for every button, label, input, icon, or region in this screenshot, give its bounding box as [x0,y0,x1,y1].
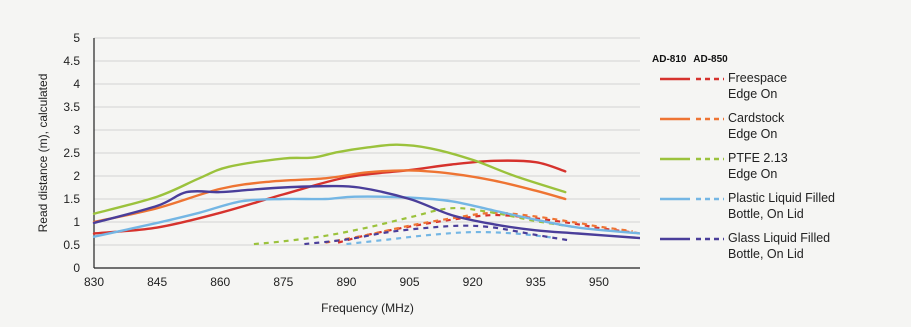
legend-label-line: Edge On [728,127,778,141]
legend-label-line: Cardstock [728,111,785,125]
legend-label-line: Bottle, On Lid [728,247,804,261]
legend-label-line: Edge On [728,87,778,101]
legend-header: AD-810 AD-850 [652,50,907,70]
x-tick-label: 935 [526,275,546,289]
y-tick-label: 2.5 [63,146,80,160]
legend-swatch [660,197,724,201]
y-tick-label: 4 [73,77,80,91]
y-tick-label: 4.5 [63,54,80,68]
legend-label: Cardstock Edge On [728,110,784,142]
x-axis-title: Frequency (MHz) [321,301,414,315]
y-tick-label: 2 [73,169,80,183]
legend-label-line: Bottle, On Lid [728,207,804,221]
y-tick-label: 3.5 [63,100,80,114]
y-tick-label: 3 [73,123,80,137]
legend-header-dashed: AD-850 [693,54,728,65]
legend-label: Freespace Edge On [728,70,787,102]
chart-plot: 0 0.5 1 1.5 2 2.5 3 3.5 4 4.5 5 830 845 860 875 890 905 9… [36,31,640,315]
y-tick-label: 5 [73,31,80,45]
y-tick-label: 0.5 [63,238,80,252]
legend: AD-810 AD-850 Freespace Edge On Cardstock E… [652,50,907,270]
y-tick-label: 0 [73,261,80,275]
series-line-solid-2 [92,143,567,215]
legend-item: Cardstock Edge On [652,110,907,150]
y-tick-label: 1.5 [63,192,80,206]
legend-swatch [660,157,724,161]
series-line-solid-4 [92,184,640,240]
legend-label: PTFE 2.13 Edge On [728,150,788,182]
x-tick-label: 920 [463,275,483,289]
x-tick-label: 860 [210,275,230,289]
series-line-dashed-3 [346,230,557,246]
y-axis-title: Read distance (m), calculated [36,74,50,233]
legend-swatch [660,77,724,81]
legend-item: Plastic Liquid Filled Bottle, On Lid [652,190,907,230]
legend-swatch [660,117,724,121]
x-tick-label: 875 [273,275,293,289]
legend-header-solid: AD-810 [652,54,687,65]
y-tick-label: 1 [73,215,80,229]
legend-label-line: Edge On [728,167,778,181]
series-line-solid-3 [92,195,640,238]
x-tick-label: 830 [84,275,104,289]
legend-label-line: Glass Liquid Filled [728,231,831,245]
legend-item: Glass Liquid Filled Bottle, On Lid [652,230,907,270]
legend-label: Plastic Liquid Filled Bottle, On Lid [728,190,835,222]
series-line-solid-1 [92,169,567,224]
x-tick-label: 890 [336,275,356,289]
legend-item: PTFE 2.13 Edge On [652,150,907,190]
x-tick-label: 950 [589,275,609,289]
legend-label: Glass Liquid Filled Bottle, On Lid [728,230,830,262]
legend-swatch [660,237,724,241]
series-line-solid-0 [92,159,567,235]
legend-label-line: PTFE 2.13 [728,151,788,165]
legend-item: Freespace Edge On [652,70,907,110]
legend-label-line: Plastic Liquid Filled [728,191,835,205]
series-line-dashed-2 [253,206,579,246]
x-tick-label: 845 [147,275,167,289]
legend-label-line: Freespace [728,71,788,85]
x-tick-label: 905 [400,275,420,289]
